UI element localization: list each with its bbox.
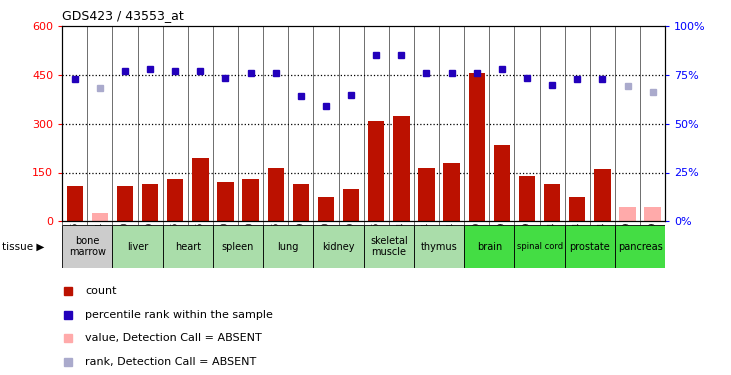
Text: GSM12645: GSM12645 [171, 221, 180, 263]
Bar [564, 225, 615, 268]
Text: GSM12739: GSM12739 [623, 221, 632, 263]
Text: GSM12709: GSM12709 [497, 221, 507, 263]
Text: GSM12679: GSM12679 [523, 221, 531, 263]
Text: brain: brain [477, 242, 502, 252]
Bar [167, 179, 183, 221]
Text: GSM12729: GSM12729 [346, 221, 355, 262]
Bar [62, 225, 113, 268]
Text: GSM12670: GSM12670 [246, 221, 255, 263]
Text: GSM12689: GSM12689 [472, 221, 481, 262]
Text: GSM12694: GSM12694 [397, 221, 406, 263]
Bar [615, 225, 665, 268]
Bar [318, 197, 334, 221]
Text: GSM12699: GSM12699 [296, 221, 306, 263]
Text: pancreas: pancreas [618, 242, 662, 252]
Text: count: count [85, 286, 116, 296]
Bar [91, 213, 108, 221]
Bar [343, 189, 359, 221]
Text: GSM12660: GSM12660 [322, 221, 330, 263]
Text: GSM12650: GSM12650 [221, 221, 230, 263]
Bar [645, 207, 661, 221]
Bar [393, 116, 409, 221]
Text: GSM12719: GSM12719 [145, 221, 154, 262]
Bar [368, 120, 385, 221]
Text: prostate: prostate [569, 242, 610, 252]
Text: liver: liver [127, 242, 148, 252]
Text: rank, Detection Call = ABSENT: rank, Detection Call = ABSENT [85, 357, 257, 366]
Text: GSM12714: GSM12714 [447, 221, 456, 262]
Text: GSM12655: GSM12655 [271, 221, 280, 263]
Text: GSM12724: GSM12724 [95, 221, 105, 262]
Bar [117, 186, 133, 221]
Bar [515, 225, 564, 268]
Bar [519, 176, 535, 221]
Bar [243, 179, 259, 221]
Bar [364, 225, 414, 268]
Text: GSM12675: GSM12675 [372, 221, 381, 263]
Text: thymus: thymus [420, 242, 458, 252]
Bar [162, 225, 213, 268]
Bar [213, 225, 263, 268]
Text: GSM12704: GSM12704 [548, 221, 556, 263]
Bar [569, 197, 586, 221]
Text: percentile rank within the sample: percentile rank within the sample [85, 310, 273, 320]
Text: spinal cord: spinal cord [517, 242, 563, 251]
Text: value, Detection Call = ABSENT: value, Detection Call = ABSENT [85, 333, 262, 343]
Text: tissue ▶: tissue ▶ [2, 242, 45, 252]
Bar [594, 169, 610, 221]
Bar [292, 184, 309, 221]
Text: heart: heart [175, 242, 201, 252]
Bar [414, 225, 464, 268]
Text: spleen: spleen [221, 242, 254, 252]
Text: GSM12744: GSM12744 [598, 221, 607, 263]
Bar [544, 184, 560, 221]
Bar [493, 145, 510, 221]
Bar [418, 168, 435, 221]
Text: skeletal
muscle: skeletal muscle [370, 236, 408, 257]
Bar [192, 158, 208, 221]
Text: GSM12640: GSM12640 [121, 221, 129, 263]
Bar [619, 207, 636, 221]
Text: GSM12684: GSM12684 [422, 221, 431, 262]
Text: GSM12734: GSM12734 [573, 221, 582, 263]
Bar [142, 184, 158, 221]
Bar [268, 168, 284, 221]
Bar [217, 182, 234, 221]
Bar [263, 225, 314, 268]
Bar [113, 225, 162, 268]
Text: lung: lung [278, 242, 299, 252]
Text: GSM12635: GSM12635 [70, 221, 79, 263]
Text: GDS423 / 43553_at: GDS423 / 43553_at [62, 9, 184, 22]
Bar [469, 74, 485, 221]
Text: kidney: kidney [322, 242, 355, 252]
Bar [314, 225, 364, 268]
Text: bone
marrow: bone marrow [69, 236, 106, 257]
Bar [67, 186, 83, 221]
Bar [464, 225, 515, 268]
Bar [444, 163, 460, 221]
Text: GSM12665: GSM12665 [196, 221, 205, 263]
Text: GSM12749: GSM12749 [648, 221, 657, 263]
